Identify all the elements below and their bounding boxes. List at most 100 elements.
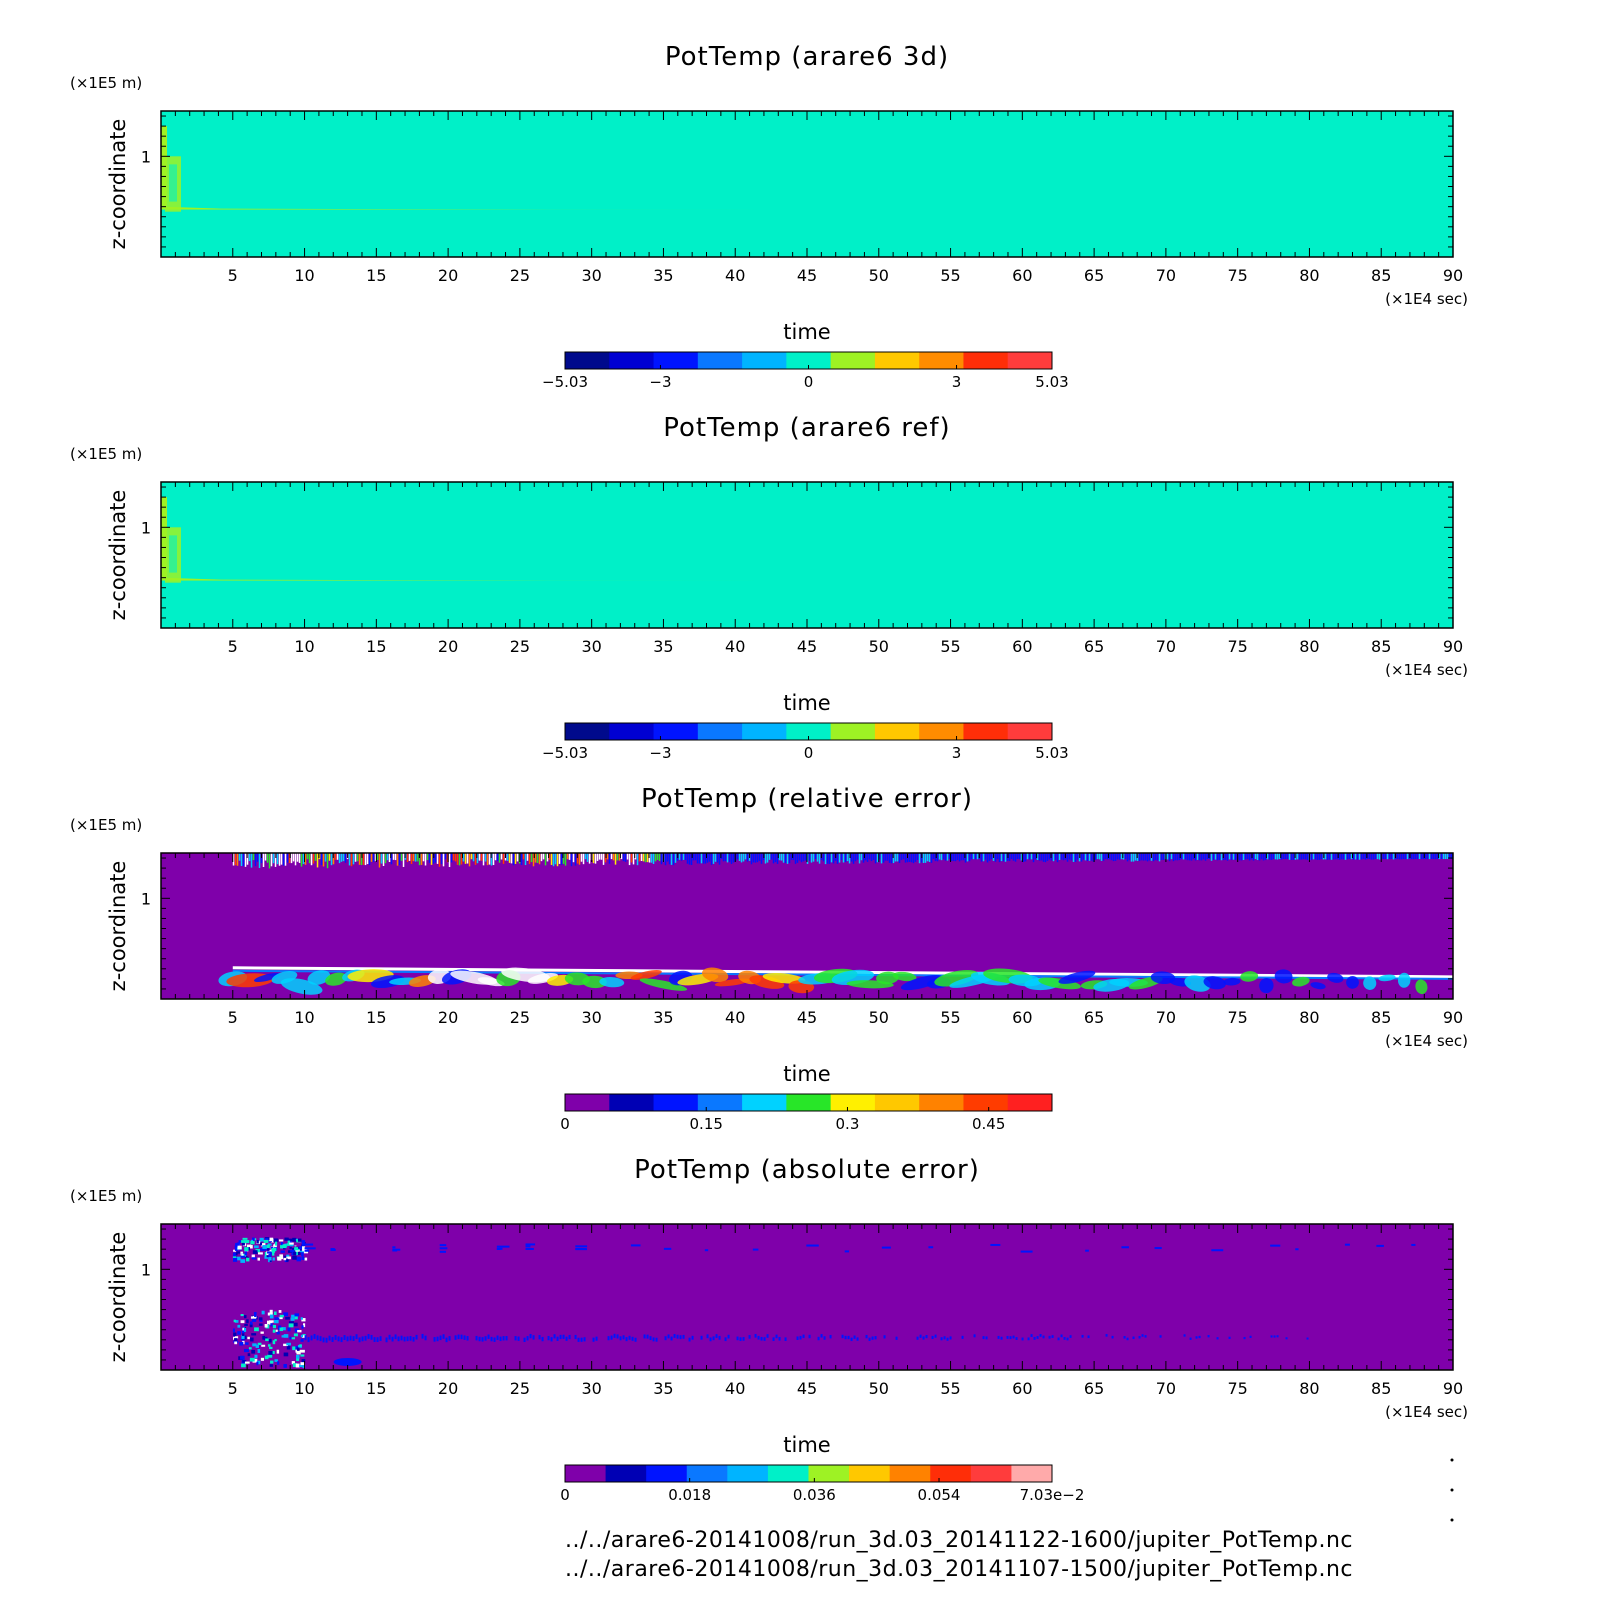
- error-speckle: [255, 1248, 260, 1253]
- error-speckle: [1000, 1336, 1003, 1340]
- noise-mark: [1194, 853, 1197, 861]
- error-speckle: [277, 1361, 280, 1365]
- noise-mark: [576, 853, 579, 864]
- noise-mark: [420, 853, 423, 865]
- noise-mark: [424, 853, 427, 866]
- x-tick-label: 60: [1012, 1008, 1032, 1027]
- noise-mark: [596, 853, 599, 861]
- error-speckle: [424, 1335, 427, 1341]
- noise-mark: [1196, 853, 1199, 860]
- colorbar-swatch: [849, 1465, 891, 1482]
- noise-mark: [1404, 853, 1407, 860]
- noise-mark: [714, 853, 717, 862]
- noise-mark: [1140, 853, 1143, 861]
- noise-mark: [484, 853, 487, 862]
- error-blob: [599, 977, 625, 988]
- error-blob: [253, 972, 281, 983]
- noise-mark: [930, 853, 933, 863]
- noise-mark: [778, 853, 781, 861]
- error-speckle: [297, 1251, 301, 1256]
- x-tick-label: 25: [510, 1379, 530, 1398]
- noise-mark: [1434, 853, 1437, 860]
- error-speckle: [278, 1239, 284, 1242]
- noise-mark: [356, 853, 359, 862]
- error-speckle: [264, 1251, 267, 1256]
- error-speckle: [302, 1249, 307, 1252]
- error-speckle: [269, 1346, 273, 1350]
- colorbar-tick-label: 0.3: [836, 1115, 860, 1133]
- colorbar-swatch: [767, 1465, 809, 1482]
- x-tick-label: 45: [797, 266, 817, 285]
- error-speckle: [367, 1334, 370, 1339]
- x-tick-label: 85: [1371, 637, 1391, 656]
- y-tick-label: 1: [141, 1260, 151, 1279]
- footer-path-2: ../../arare6-20141008/run_3d.03_20141107…: [565, 1557, 1353, 1582]
- error-speckle: [252, 1237, 255, 1241]
- error-speckle: [619, 1336, 622, 1341]
- error-speckle: [260, 1243, 266, 1247]
- x-tick-label: 80: [1299, 637, 1319, 656]
- noise-mark: [1334, 853, 1337, 860]
- error-speckle: [496, 1245, 510, 1248]
- error-speckle: [649, 1336, 652, 1341]
- error-speckle: [240, 1259, 246, 1263]
- noise-mark: [258, 853, 261, 868]
- colorbar-swatch: [874, 352, 920, 369]
- noise-mark: [602, 853, 605, 865]
- noise-mark: [416, 853, 419, 862]
- error-speckle: [240, 1255, 245, 1258]
- error-speckle: [292, 1255, 297, 1260]
- error-speckle: [1306, 1337, 1309, 1340]
- noise-mark: [380, 853, 383, 864]
- error-speckle: [261, 1344, 266, 1347]
- colorbar-swatch: [686, 1465, 728, 1482]
- noise-mark: [384, 853, 387, 864]
- error-speckle: [806, 1244, 819, 1247]
- noise-mark: [970, 853, 973, 860]
- error-speckle: [385, 1337, 388, 1343]
- noise-mark: [376, 853, 379, 861]
- noise-mark: [1068, 853, 1071, 860]
- error-speckle: [397, 1336, 400, 1342]
- noise-mark: [1226, 853, 1229, 861]
- noise-mark: [786, 853, 789, 864]
- noise-mark: [990, 853, 993, 860]
- noise-mark: [688, 853, 691, 865]
- error-speckle: [1285, 1337, 1288, 1340]
- colorbar-tick-label: 0.15: [690, 1115, 723, 1133]
- error-speckle: [778, 1336, 781, 1341]
- error-speckle: [1021, 1337, 1024, 1341]
- noise-mark: [880, 853, 883, 864]
- noise-mark: [708, 853, 711, 862]
- error-speckle: [997, 1335, 1000, 1339]
- error-speckle: [706, 1334, 709, 1339]
- noise-mark: [632, 853, 635, 865]
- noise-mark: [1184, 853, 1187, 860]
- noise-mark: [986, 853, 989, 863]
- error-speckle: [752, 1248, 759, 1251]
- noise-mark: [1188, 853, 1191, 861]
- noise-mark: [982, 853, 985, 862]
- plot-area: [161, 482, 1453, 628]
- x-unit-label: (×1E4 sec): [1385, 661, 1468, 679]
- noise-mark: [1270, 853, 1273, 860]
- noise-mark: [508, 853, 511, 863]
- noise-mark: [694, 853, 697, 861]
- error-speckle: [634, 1337, 637, 1342]
- error-speckle: [247, 1336, 250, 1340]
- error-speckle: [392, 1248, 401, 1251]
- error-speckle: [291, 1337, 296, 1340]
- noise-mark: [866, 853, 869, 862]
- error-speckle: [1344, 1243, 1350, 1246]
- error-speckle: [574, 1334, 577, 1340]
- marker-dot: [1450, 1518, 1454, 1522]
- y-tick-label: 1: [141, 889, 151, 908]
- x-tick-label: 5: [228, 1379, 238, 1398]
- noise-mark: [390, 853, 393, 865]
- noise-mark: [868, 853, 871, 860]
- error-speckle: [269, 1251, 272, 1255]
- noise-mark: [396, 853, 399, 866]
- noise-mark: [1412, 853, 1415, 860]
- noise-mark: [242, 853, 245, 867]
- noise-mark: [1366, 853, 1369, 860]
